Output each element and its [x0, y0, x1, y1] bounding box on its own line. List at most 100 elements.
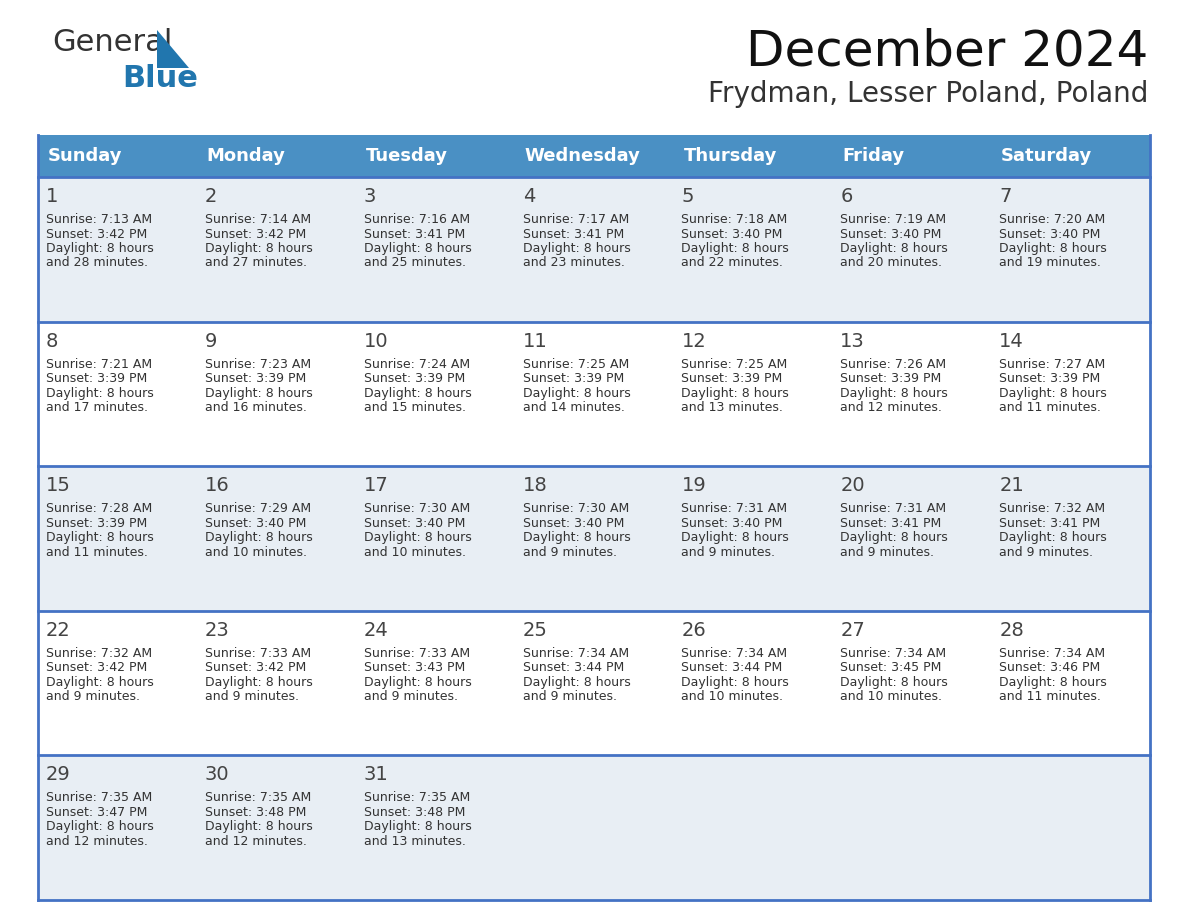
- Text: Sunset: 3:42 PM: Sunset: 3:42 PM: [204, 661, 307, 675]
- Text: and 9 minutes.: and 9 minutes.: [682, 545, 776, 559]
- Text: and 11 minutes.: and 11 minutes.: [46, 545, 147, 559]
- Text: Daylight: 8 hours: Daylight: 8 hours: [364, 676, 472, 688]
- Text: Sunset: 3:45 PM: Sunset: 3:45 PM: [840, 661, 942, 675]
- Text: 17: 17: [364, 476, 388, 495]
- Text: Sunrise: 7:34 AM: Sunrise: 7:34 AM: [840, 647, 947, 660]
- Text: 27: 27: [840, 621, 865, 640]
- Text: Sunrise: 7:26 AM: Sunrise: 7:26 AM: [840, 358, 947, 371]
- Text: Daylight: 8 hours: Daylight: 8 hours: [204, 242, 312, 255]
- Text: and 12 minutes.: and 12 minutes.: [840, 401, 942, 414]
- Text: Daylight: 8 hours: Daylight: 8 hours: [999, 676, 1107, 688]
- Text: 2: 2: [204, 187, 217, 206]
- Text: Daylight: 8 hours: Daylight: 8 hours: [46, 532, 153, 544]
- Text: Daylight: 8 hours: Daylight: 8 hours: [46, 821, 153, 834]
- Text: Tuesday: Tuesday: [366, 147, 448, 165]
- Text: 9: 9: [204, 331, 217, 351]
- Text: Sunrise: 7:35 AM: Sunrise: 7:35 AM: [46, 791, 152, 804]
- Text: Daylight: 8 hours: Daylight: 8 hours: [364, 386, 472, 399]
- Text: Sunrise: 7:16 AM: Sunrise: 7:16 AM: [364, 213, 469, 226]
- Text: 1: 1: [46, 187, 58, 206]
- Text: Sunset: 3:39 PM: Sunset: 3:39 PM: [682, 372, 783, 385]
- Text: Frydman, Lesser Poland, Poland: Frydman, Lesser Poland, Poland: [708, 80, 1148, 108]
- Text: 14: 14: [999, 331, 1024, 351]
- Text: and 12 minutes.: and 12 minutes.: [204, 834, 307, 848]
- Text: Sunrise: 7:29 AM: Sunrise: 7:29 AM: [204, 502, 311, 515]
- Text: 13: 13: [840, 331, 865, 351]
- Text: Sunset: 3:48 PM: Sunset: 3:48 PM: [204, 806, 307, 819]
- Text: and 11 minutes.: and 11 minutes.: [999, 401, 1101, 414]
- Text: Daylight: 8 hours: Daylight: 8 hours: [523, 242, 631, 255]
- Text: Daylight: 8 hours: Daylight: 8 hours: [46, 676, 153, 688]
- Text: and 10 minutes.: and 10 minutes.: [204, 545, 307, 559]
- Text: Daylight: 8 hours: Daylight: 8 hours: [999, 532, 1107, 544]
- Text: Blue: Blue: [122, 64, 198, 93]
- Text: Sunset: 3:39 PM: Sunset: 3:39 PM: [364, 372, 465, 385]
- Text: Daylight: 8 hours: Daylight: 8 hours: [523, 676, 631, 688]
- Bar: [38, 177, 1150, 321]
- Text: Sunset: 3:40 PM: Sunset: 3:40 PM: [523, 517, 624, 530]
- Text: Daylight: 8 hours: Daylight: 8 hours: [46, 386, 153, 399]
- Text: Daylight: 8 hours: Daylight: 8 hours: [682, 386, 789, 399]
- Text: Sunrise: 7:33 AM: Sunrise: 7:33 AM: [204, 647, 311, 660]
- Text: 7: 7: [999, 187, 1011, 206]
- Text: Sunrise: 7:30 AM: Sunrise: 7:30 AM: [523, 502, 628, 515]
- Text: Sunrise: 7:23 AM: Sunrise: 7:23 AM: [204, 358, 311, 371]
- Text: Sunrise: 7:27 AM: Sunrise: 7:27 AM: [999, 358, 1105, 371]
- Text: Sunrise: 7:21 AM: Sunrise: 7:21 AM: [46, 358, 152, 371]
- Text: Daylight: 8 hours: Daylight: 8 hours: [840, 386, 948, 399]
- Text: Sunrise: 7:31 AM: Sunrise: 7:31 AM: [840, 502, 947, 515]
- Text: Sunset: 3:40 PM: Sunset: 3:40 PM: [840, 228, 942, 241]
- Text: 3: 3: [364, 187, 377, 206]
- Text: and 10 minutes.: and 10 minutes.: [364, 545, 466, 559]
- Text: Sunrise: 7:28 AM: Sunrise: 7:28 AM: [46, 502, 152, 515]
- Text: and 28 minutes.: and 28 minutes.: [46, 256, 148, 270]
- Text: 23: 23: [204, 621, 229, 640]
- Text: Daylight: 8 hours: Daylight: 8 hours: [364, 821, 472, 834]
- Text: Sunset: 3:39 PM: Sunset: 3:39 PM: [204, 372, 307, 385]
- Text: and 20 minutes.: and 20 minutes.: [840, 256, 942, 270]
- Text: 19: 19: [682, 476, 706, 495]
- Text: Sunset: 3:42 PM: Sunset: 3:42 PM: [46, 661, 147, 675]
- Text: Sunrise: 7:14 AM: Sunrise: 7:14 AM: [204, 213, 311, 226]
- Text: Sunset: 3:40 PM: Sunset: 3:40 PM: [999, 228, 1100, 241]
- Text: and 9 minutes.: and 9 minutes.: [523, 690, 617, 703]
- Bar: [38, 135, 1150, 177]
- Text: General: General: [52, 28, 172, 57]
- Text: Daylight: 8 hours: Daylight: 8 hours: [204, 676, 312, 688]
- Text: and 9 minutes.: and 9 minutes.: [840, 545, 934, 559]
- Text: Sunrise: 7:32 AM: Sunrise: 7:32 AM: [999, 502, 1105, 515]
- Text: Sunset: 3:39 PM: Sunset: 3:39 PM: [46, 372, 147, 385]
- Text: Sunrise: 7:32 AM: Sunrise: 7:32 AM: [46, 647, 152, 660]
- Text: Sunset: 3:41 PM: Sunset: 3:41 PM: [840, 517, 942, 530]
- Text: Sunset: 3:39 PM: Sunset: 3:39 PM: [523, 372, 624, 385]
- Text: 21: 21: [999, 476, 1024, 495]
- Text: and 9 minutes.: and 9 minutes.: [46, 690, 140, 703]
- Text: Sunrise: 7:31 AM: Sunrise: 7:31 AM: [682, 502, 788, 515]
- Text: Daylight: 8 hours: Daylight: 8 hours: [999, 242, 1107, 255]
- Text: Sunrise: 7:34 AM: Sunrise: 7:34 AM: [523, 647, 628, 660]
- Text: and 14 minutes.: and 14 minutes.: [523, 401, 625, 414]
- Text: Sunrise: 7:34 AM: Sunrise: 7:34 AM: [999, 647, 1105, 660]
- Text: Sunrise: 7:18 AM: Sunrise: 7:18 AM: [682, 213, 788, 226]
- Text: Wednesday: Wednesday: [525, 147, 640, 165]
- Text: and 25 minutes.: and 25 minutes.: [364, 256, 466, 270]
- Text: Sunset: 3:42 PM: Sunset: 3:42 PM: [46, 228, 147, 241]
- Bar: [38, 610, 1150, 756]
- Polygon shape: [157, 30, 189, 68]
- Text: and 19 minutes.: and 19 minutes.: [999, 256, 1101, 270]
- Text: and 9 minutes.: and 9 minutes.: [523, 545, 617, 559]
- Text: Sunrise: 7:25 AM: Sunrise: 7:25 AM: [682, 358, 788, 371]
- Text: 31: 31: [364, 766, 388, 784]
- Text: Sunset: 3:41 PM: Sunset: 3:41 PM: [364, 228, 465, 241]
- Text: Daylight: 8 hours: Daylight: 8 hours: [523, 386, 631, 399]
- Text: and 9 minutes.: and 9 minutes.: [204, 690, 299, 703]
- Text: Daylight: 8 hours: Daylight: 8 hours: [364, 532, 472, 544]
- Text: and 27 minutes.: and 27 minutes.: [204, 256, 307, 270]
- Text: 6: 6: [840, 187, 853, 206]
- Text: Sunset: 3:41 PM: Sunset: 3:41 PM: [999, 517, 1100, 530]
- Text: and 11 minutes.: and 11 minutes.: [999, 690, 1101, 703]
- Text: Thursday: Thursday: [683, 147, 777, 165]
- Text: Sunset: 3:42 PM: Sunset: 3:42 PM: [204, 228, 307, 241]
- Text: Daylight: 8 hours: Daylight: 8 hours: [46, 242, 153, 255]
- Text: Sunrise: 7:34 AM: Sunrise: 7:34 AM: [682, 647, 788, 660]
